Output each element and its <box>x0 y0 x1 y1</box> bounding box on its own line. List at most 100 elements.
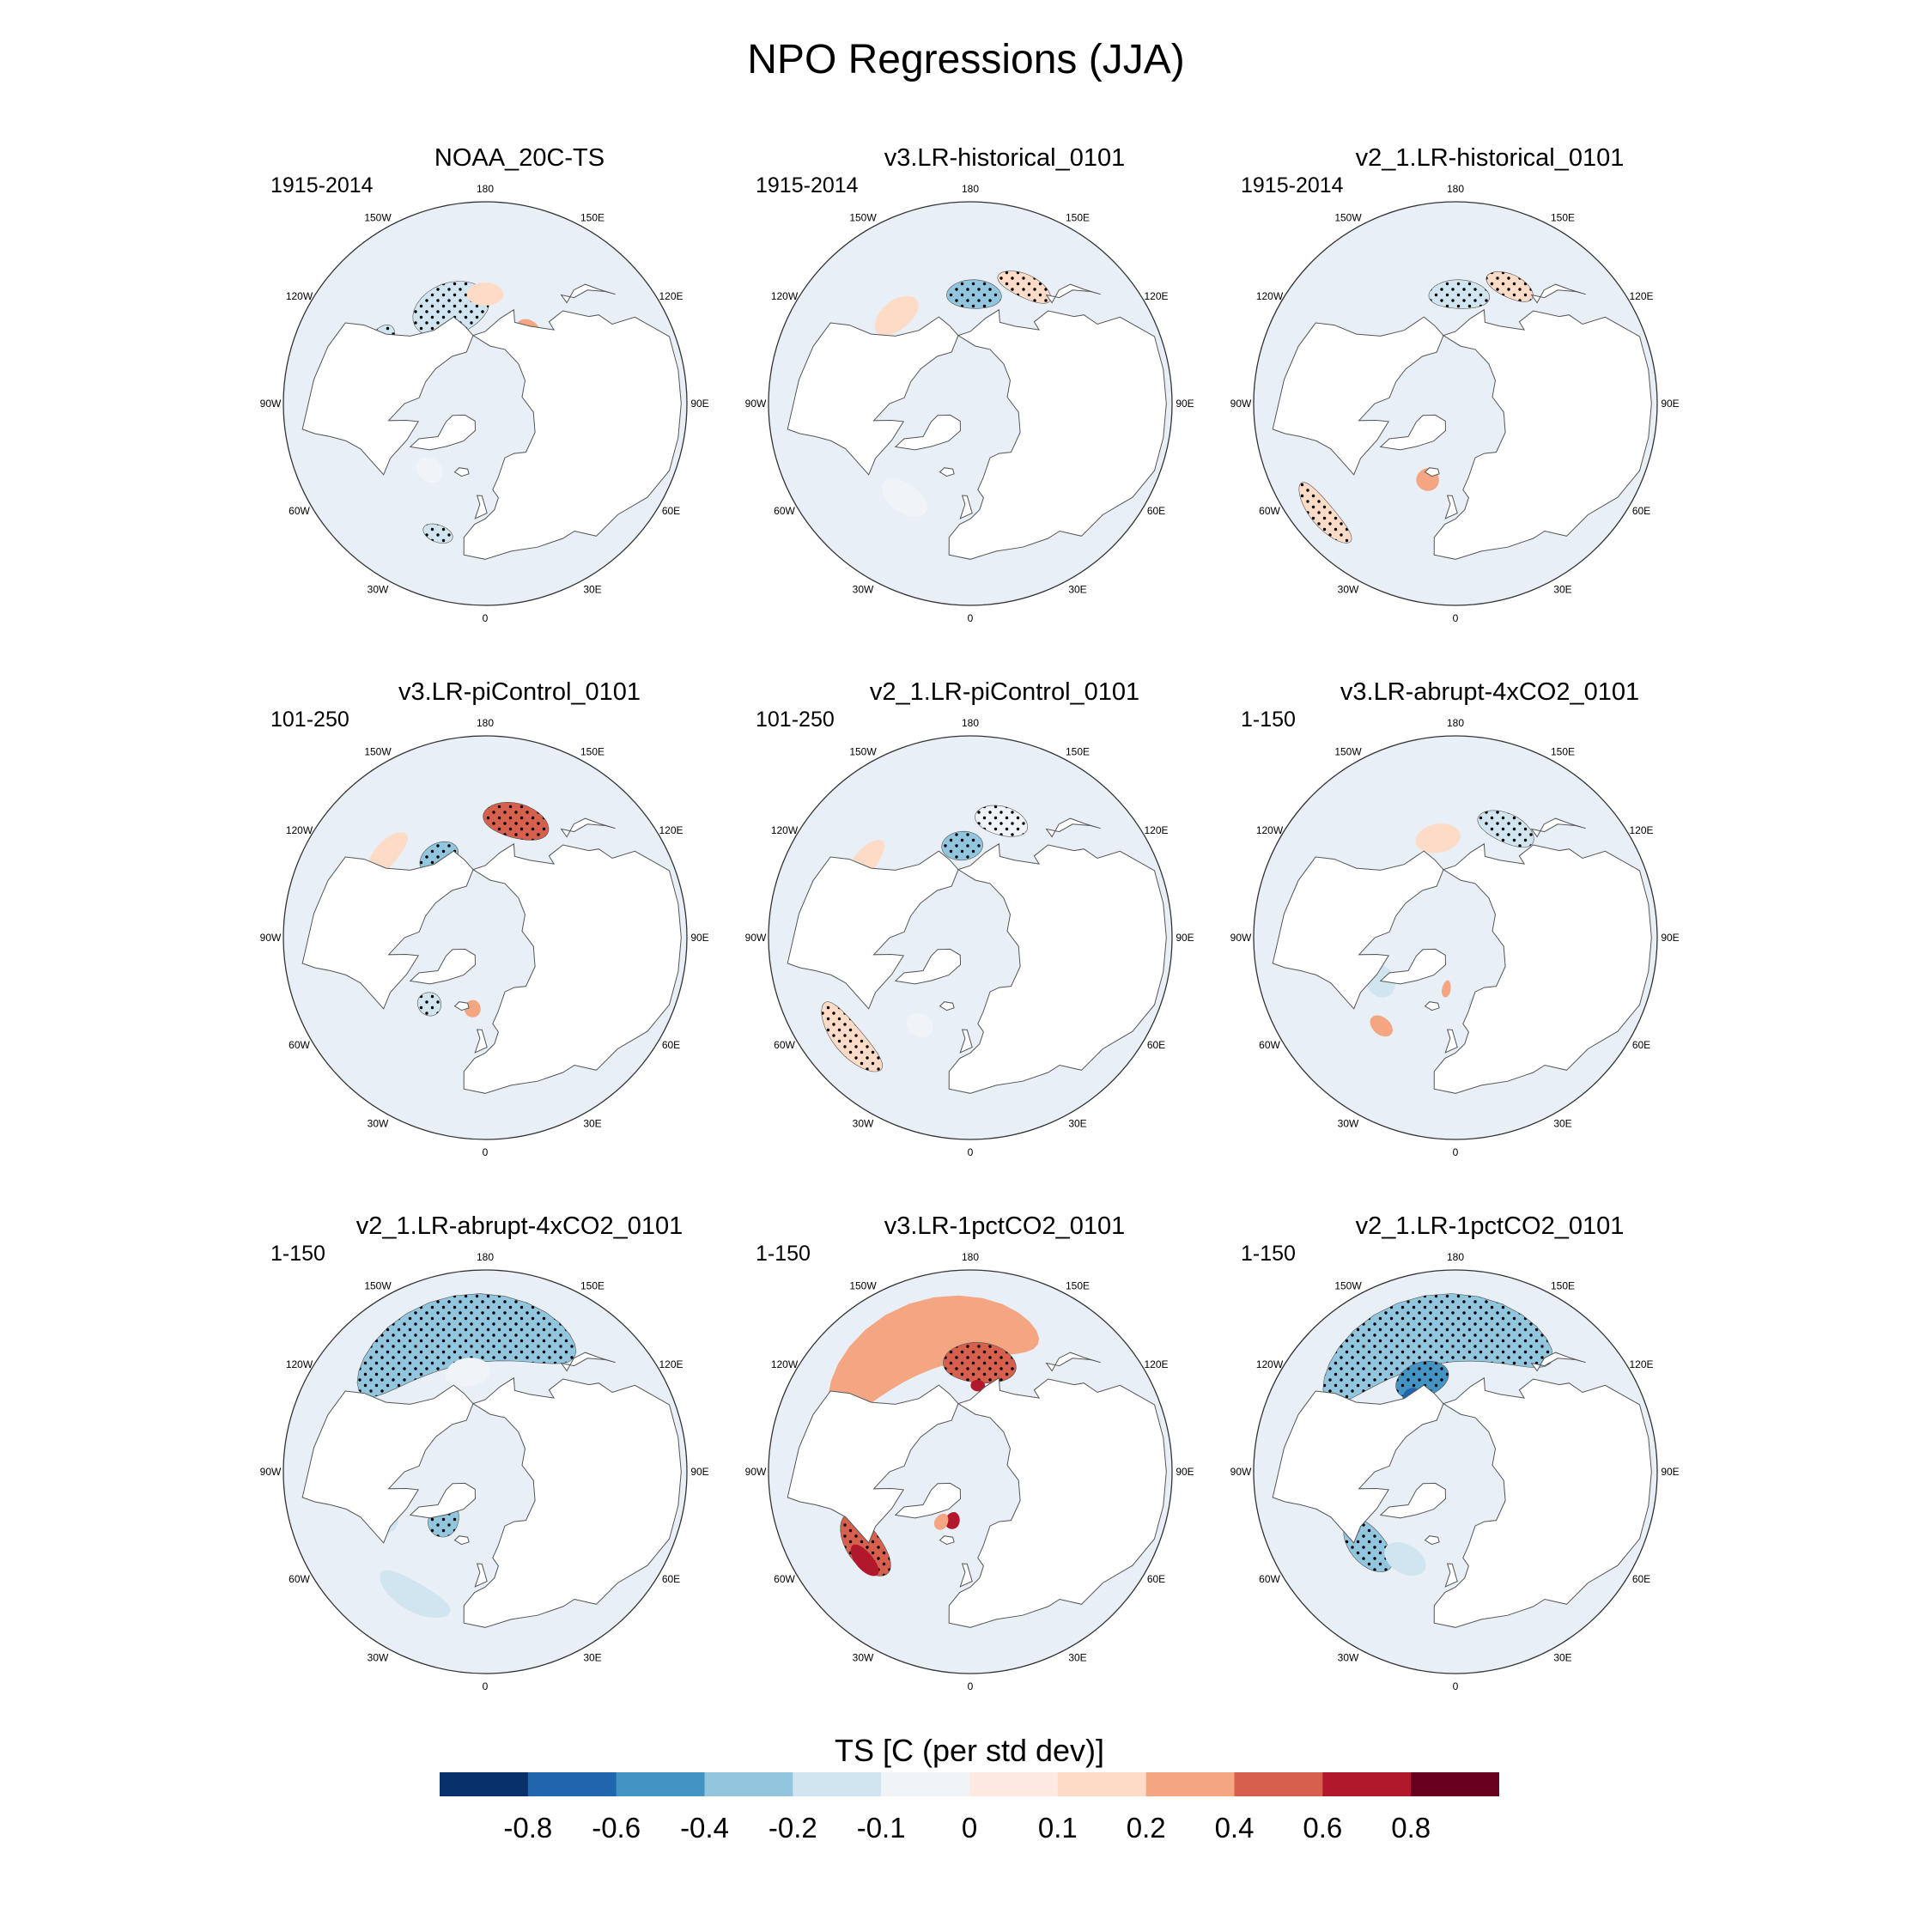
panel-title: v3.LR-piControl_0101 <box>398 678 641 706</box>
colorbar-swatch <box>527 1772 617 1796</box>
panel-title: v2_1.LR-1pctCO2_0101 <box>1355 1212 1625 1240</box>
colorbar-swatch <box>1145 1772 1235 1796</box>
longitude-label: 90W <box>1230 398 1252 410</box>
longitude-label: 150E <box>1066 1280 1090 1292</box>
panel-period: 1-150 <box>1241 1242 1296 1266</box>
significance-stipple <box>1322 1293 1553 1404</box>
longitude-label: 90W <box>1230 932 1252 944</box>
longitude-label: 60W <box>774 505 795 517</box>
polar-map: 180 150E 120E 90E 60E 30E 0 30W 60W 90W 120W 150W <box>260 183 709 624</box>
polar-map: 180 150E 120E 90E 60E 30E 0 30W 60W 90W 120W 150W <box>260 1251 709 1692</box>
polar-map: 180 150E 120E 90E 60E 30E 0 30W 60W 90W 120W 150W <box>1230 183 1680 624</box>
longitude-label: 0 <box>968 612 974 624</box>
land-mass <box>1424 1535 1440 1546</box>
longitude-label: 0 <box>1453 1680 1459 1692</box>
panel-period: 1-150 <box>1241 708 1296 732</box>
longitude-label: 0 <box>483 1680 489 1692</box>
map-panel: v2_1.LR-historical_0101 1915-2014 180 150E 1… <box>1230 144 1730 678</box>
colorbar-tick-label: 0.4 <box>1214 1812 1255 1844</box>
land-mass <box>409 414 477 451</box>
longitude-label: 150E <box>1066 212 1090 224</box>
longitude-label: 30W <box>1338 1652 1359 1664</box>
land-mass <box>1444 1563 1458 1588</box>
anomaly-patch <box>970 1380 986 1392</box>
anomaly-patch <box>1415 823 1461 854</box>
longitude-label: 60W <box>1259 1573 1280 1585</box>
panel-title: v3.LR-1pctCO2_0101 <box>884 1212 1126 1240</box>
longitude-label: 150W <box>364 746 392 758</box>
map-border <box>283 735 688 1140</box>
land-mass <box>1272 316 1444 476</box>
longitude-label: 180 <box>1447 1251 1464 1263</box>
significance-stipple <box>422 523 453 544</box>
land-mass <box>474 495 488 519</box>
land-mass <box>453 1001 470 1012</box>
panel-period: 1-150 <box>756 1242 811 1266</box>
map-border <box>768 735 1173 1140</box>
longitude-label: 120W <box>1256 824 1284 836</box>
polar-map: 180 150E 120E 90E 60E 30E 0 30W 60W 90W 120W 150W <box>745 183 1194 624</box>
longitude-label: 90W <box>260 398 282 410</box>
panel-period: 101-250 <box>756 708 835 732</box>
colorbar-swatch <box>881 1772 970 1796</box>
panel-period: 1915-2014 <box>1241 173 1344 197</box>
land-mass <box>1444 495 1458 519</box>
longitude-label: 150W <box>1334 212 1362 224</box>
panel-period: 101-250 <box>270 708 349 732</box>
longitude-label: 180 <box>1447 717 1464 729</box>
land-mass <box>1379 948 1447 985</box>
colorbar-swatch <box>1234 1772 1323 1796</box>
land-mass <box>301 1384 474 1544</box>
significance-stipple <box>1298 482 1352 544</box>
land-mass <box>474 1563 488 1588</box>
land-mass <box>463 842 682 1094</box>
longitude-label: 60W <box>1259 505 1280 517</box>
longitude-label: 30W <box>1338 1118 1359 1130</box>
colorbar-tick-label: 0.1 <box>1037 1812 1078 1844</box>
longitude-label: 0 <box>483 1146 489 1158</box>
land-mass <box>948 308 1167 560</box>
longitude-label: 60W <box>774 1039 795 1051</box>
longitude-label: 120E <box>1629 1358 1653 1370</box>
longitude-label: 0 <box>483 612 489 624</box>
land-mass <box>1530 283 1586 304</box>
land-mass <box>948 1376 1167 1628</box>
longitude-label: 150E <box>1066 746 1090 758</box>
map-panel: v2_1.LR-1pctCO2_0101 1-150 180 150E 120E 90E 6… <box>1230 1212 1730 1747</box>
longitude-label: 120W <box>1256 290 1284 302</box>
land-mass <box>1424 467 1440 477</box>
polar-map: 180 150E 120E 90E 60E 30E 0 30W 60W 90W 120W 150W <box>1230 1251 1680 1692</box>
longitude-label: 30W <box>1338 584 1359 596</box>
longitude-label: 30W <box>853 584 874 596</box>
colorbar-tick-label: 0.2 <box>1126 1812 1166 1844</box>
longitude-label: 30E <box>583 1118 601 1130</box>
longitude-label: 0 <box>1453 1146 1459 1158</box>
anomaly-patch <box>1370 1015 1393 1037</box>
panel-period: 1915-2014 <box>270 173 374 197</box>
colorbar-tick-label: -0.6 <box>592 1812 641 1844</box>
longitude-label: 120W <box>771 1358 799 1370</box>
land-mass <box>939 1001 955 1012</box>
longitude-label: 180 <box>962 1251 979 1263</box>
longitude-label: 120W <box>286 290 313 302</box>
longitude-label: 30E <box>583 584 601 596</box>
map-panel: v2_1.LR-abrupt-4xCO2_0101 1-150 180 150E 120… <box>260 1212 760 1747</box>
colorbar-tick-label: 0.8 <box>1391 1812 1431 1844</box>
longitude-label: 30W <box>368 1652 389 1664</box>
map-panel: v3.LR-historical_0101 1915-2014 180 150E 120… <box>745 144 1245 678</box>
polar-map: 180 150E 120E 90E 60E 30E 0 30W 60W 90W 120W 150W <box>745 1251 1194 1692</box>
land-mass <box>894 1482 962 1519</box>
land-mass <box>560 1352 616 1372</box>
longitude-label: 120W <box>771 824 799 836</box>
land-mass <box>1272 1384 1444 1544</box>
land-mass <box>959 1029 973 1054</box>
panel-period: 1-150 <box>270 1242 325 1266</box>
anomaly-patch <box>466 283 504 306</box>
longitude-label: 60E <box>1632 505 1650 517</box>
map-panel: v3.LR-abrupt-4xCO2_0101 1-150 180 150E 120E 9… <box>1230 678 1730 1212</box>
longitude-label: 60E <box>1632 1573 1650 1585</box>
colorbar-swatch <box>704 1772 793 1796</box>
longitude-label: 120E <box>659 824 683 836</box>
longitude-label: 150E <box>580 1280 605 1292</box>
significance-stipple <box>941 830 983 861</box>
